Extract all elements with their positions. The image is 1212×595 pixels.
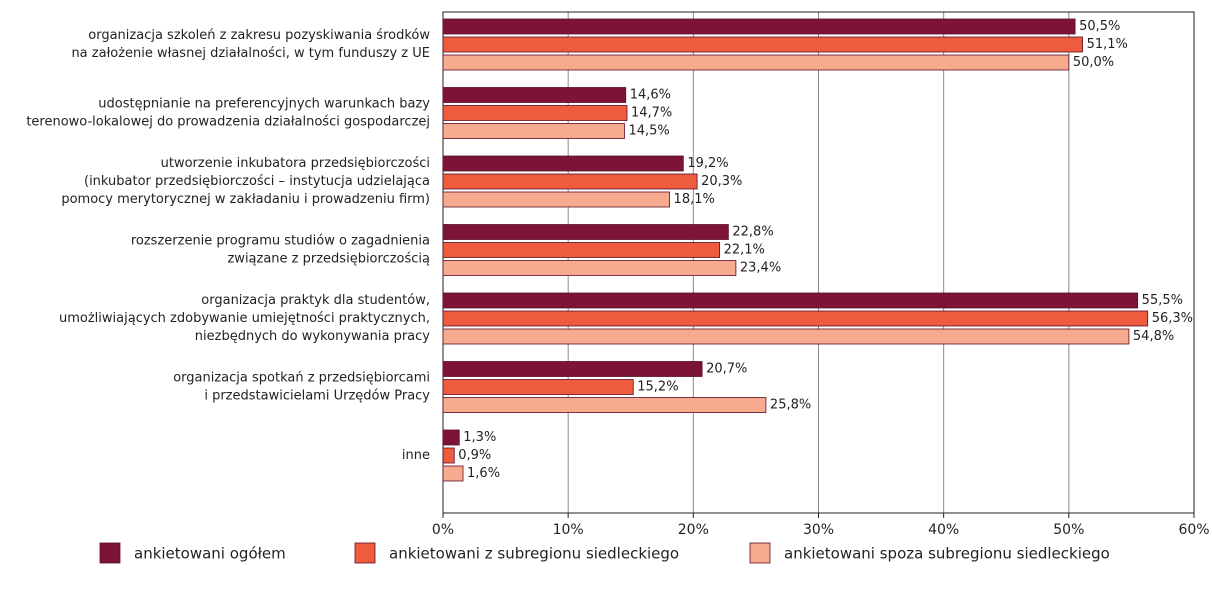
bar: [442, 155, 684, 172]
bar: [442, 242, 721, 258]
value-label: 18,1%: [674, 192, 715, 207]
category-label: umożliwiających zdobywanie umiejętności …: [59, 311, 430, 326]
value-label: 54,8%: [1133, 329, 1174, 344]
x-tick-label: 60%: [1178, 522, 1209, 538]
category-label: (inkubator przedsiębiorczości – instytuc…: [84, 174, 430, 189]
legend-label: ankietowani spoza subregionu siedleckieg…: [784, 545, 1110, 563]
bar: [442, 260, 737, 276]
legend-label: ankietowani ogółem: [134, 545, 286, 563]
category-label: pomocy merytorycznej w zakładaniu i prow…: [61, 192, 430, 207]
category-label: inne: [402, 448, 430, 463]
value-label: 0,9%: [458, 448, 491, 463]
category-label: organizacja praktyk dla studentów,: [201, 293, 430, 308]
bar: [442, 397, 767, 413]
value-label: 50,0%: [1073, 55, 1114, 70]
bar: [442, 54, 1070, 71]
value-label: 22,8%: [732, 225, 773, 240]
value-label: 25,8%: [770, 398, 811, 413]
legend-swatch: [99, 542, 121, 564]
bar: [442, 18, 1076, 35]
value-label: 20,3%: [701, 174, 742, 189]
x-tick-label: 50%: [1053, 522, 1084, 538]
value-label: 23,4%: [740, 261, 781, 276]
category-label: udostępnianie na preferencyjnych warunka…: [98, 97, 430, 112]
value-label: 14,5%: [628, 124, 669, 139]
category-label: związane z przedsiębiorczością: [227, 252, 430, 267]
value-label: 20,7%: [706, 362, 747, 377]
x-tick-label: 10%: [553, 522, 584, 538]
bar: [442, 36, 1084, 53]
category-label: utworzenie inkubatora przedsiębiorczości: [161, 156, 430, 171]
bar: [442, 379, 634, 395]
x-tick-label: 30%: [803, 522, 834, 538]
value-label: 19,2%: [687, 156, 728, 171]
value-label: 1,3%: [463, 430, 496, 445]
category-label: organizacja szkoleń z zakresu pozyskiwan…: [88, 28, 430, 43]
bar: [442, 465, 464, 482]
value-label: 50,5%: [1079, 19, 1120, 34]
legend-label: ankietowani z subregionu siedleckiego: [389, 545, 679, 563]
bar: [442, 191, 670, 208]
value-label: 56,3%: [1152, 311, 1193, 326]
bar: [442, 310, 1149, 327]
bar: [442, 429, 460, 446]
bar: [442, 292, 1139, 309]
bar: [442, 361, 703, 377]
bar: [442, 123, 625, 139]
x-tick-label: 40%: [928, 522, 959, 538]
category-label: terenowo-lokalowej do prowadzenia działa…: [26, 115, 430, 130]
value-label: 15,2%: [637, 380, 678, 395]
value-label: 22,1%: [724, 243, 765, 258]
bar: [442, 173, 698, 190]
bar: [442, 87, 627, 103]
value-label: 14,7%: [631, 106, 672, 121]
bar: [442, 105, 628, 121]
bar: [442, 224, 729, 240]
category-label: organizacja spotkań z przedsiębiorcami: [173, 371, 430, 386]
value-label: 14,6%: [630, 88, 671, 103]
category-label: rozszerzenie programu studiów o zagadnie…: [131, 234, 430, 249]
category-label: i przedstawicielami Urzędów Pracy: [204, 389, 430, 404]
category-label: na założenie własnej działalności, w tym…: [71, 46, 430, 61]
value-label: 1,6%: [467, 466, 500, 481]
legend-swatch: [354, 542, 376, 564]
value-label: 55,5%: [1142, 293, 1183, 308]
bar: [442, 447, 455, 464]
x-tick-label: 0%: [432, 522, 454, 538]
legend-swatch: [749, 542, 771, 564]
category-label: niezbędnych do wykonywania pracy: [195, 329, 431, 344]
value-label: 51,1%: [1087, 37, 1128, 52]
x-tick-label: 20%: [678, 522, 709, 538]
bar: [442, 328, 1130, 345]
